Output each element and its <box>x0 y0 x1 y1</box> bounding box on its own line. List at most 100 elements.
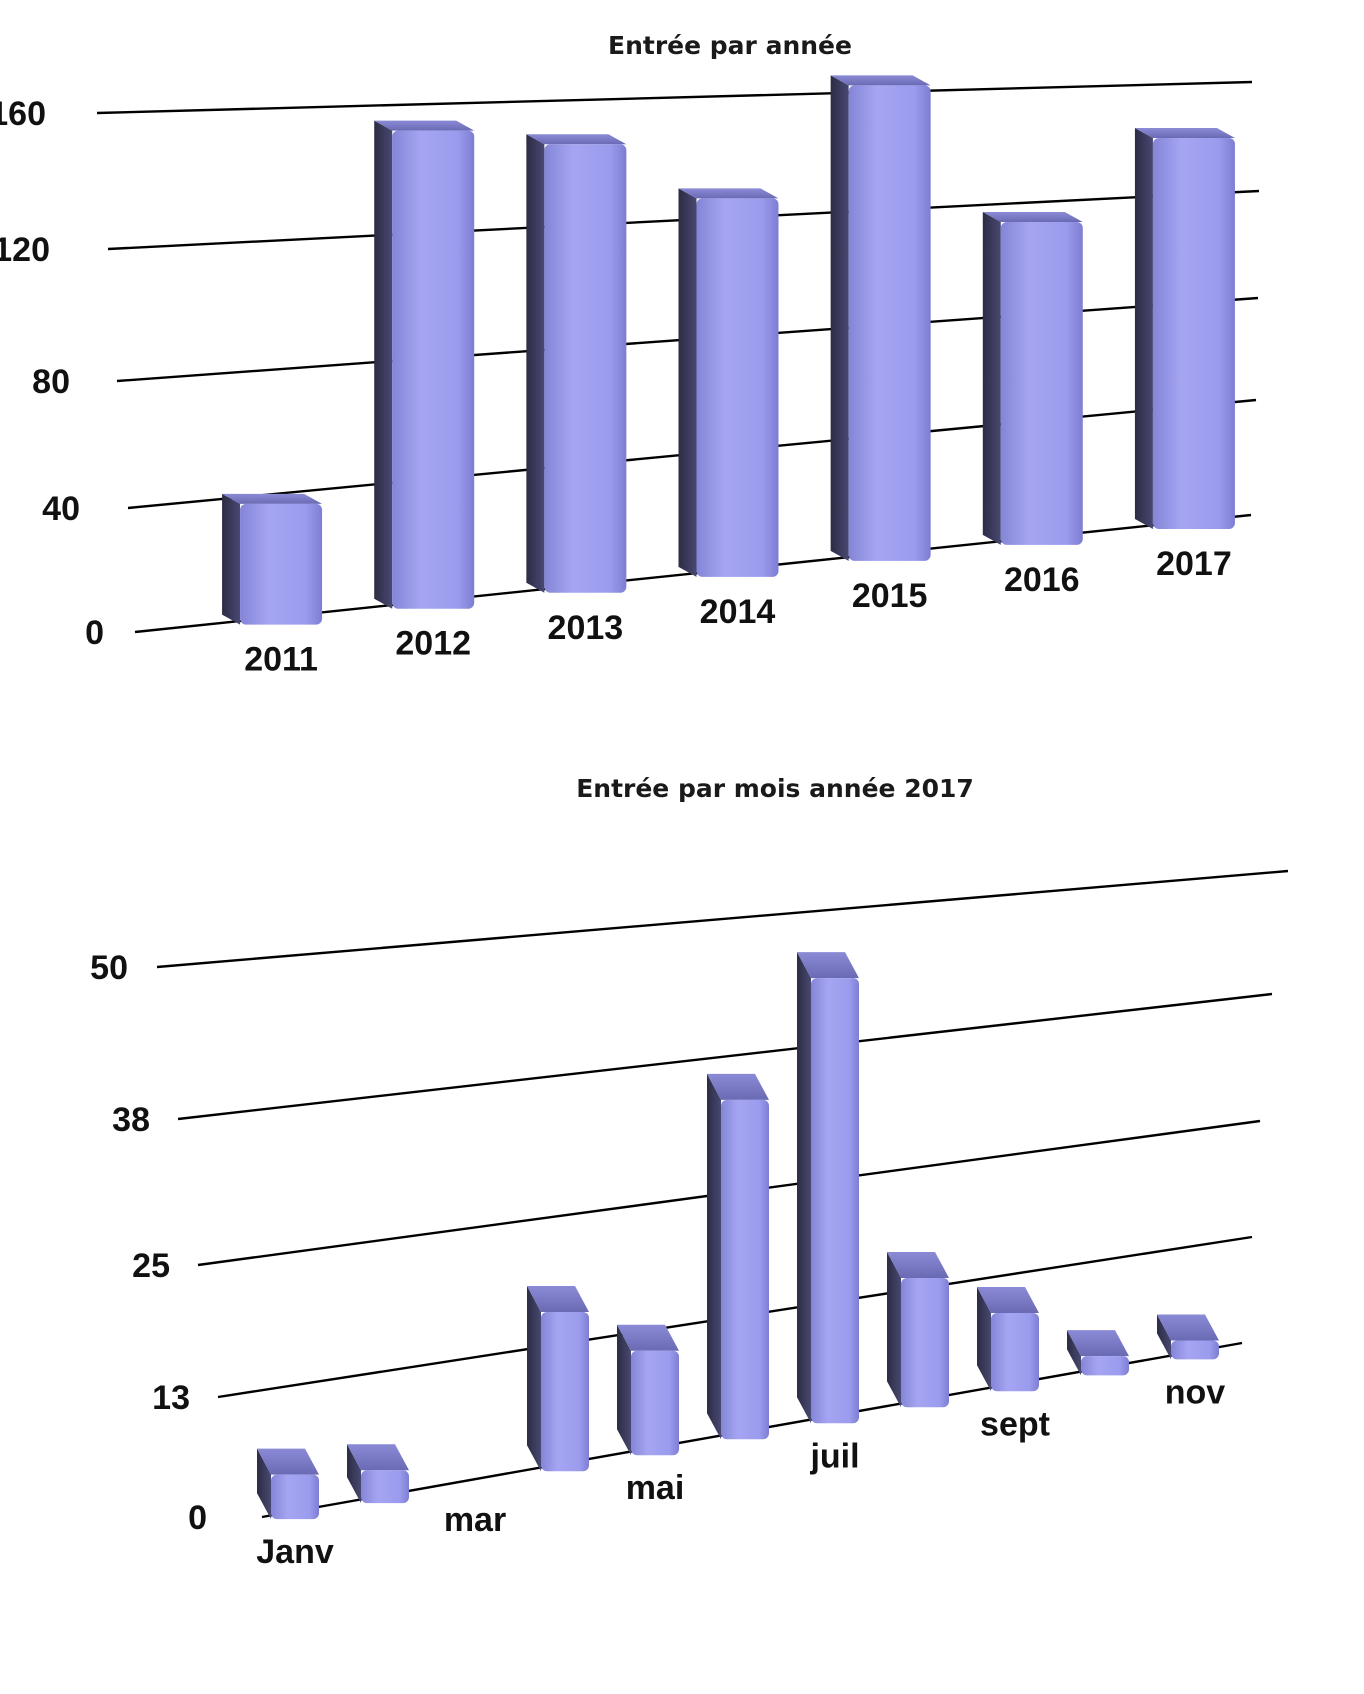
chart-title: Entrée par année <box>608 31 852 60</box>
gridline <box>156 869 1289 969</box>
bar-top <box>1134 128 1235 139</box>
bar-side <box>527 1285 541 1472</box>
bar <box>222 493 323 625</box>
y-tick-label: 0 <box>188 1499 207 1537</box>
bar-front <box>541 1311 589 1472</box>
bars <box>257 952 1219 1520</box>
y-tick-label: 25 <box>132 1247 170 1285</box>
chart-title: Entrée par mois année 2017 <box>576 774 974 803</box>
bar-front <box>1000 222 1083 545</box>
bar-top <box>222 493 323 504</box>
x-category-label: 2011 <box>244 641 318 679</box>
bar-front <box>271 1474 319 1520</box>
bar-top <box>526 134 627 145</box>
bar-top <box>887 1251 949 1278</box>
bar-side <box>526 134 545 593</box>
bar-front <box>631 1350 679 1456</box>
bar-side <box>222 493 241 625</box>
bar-side <box>1157 1314 1171 1360</box>
bar-side <box>887 1251 901 1408</box>
bar-side <box>977 1287 991 1392</box>
y-axis-ticks: 0 40 80 120 160 <box>0 95 104 652</box>
y-tick-label: 80 <box>32 363 70 401</box>
bar-front <box>1171 1340 1219 1360</box>
x-category-label: 2012 <box>395 625 471 663</box>
bar <box>887 1251 949 1408</box>
x-category-label: mai <box>626 1469 685 1507</box>
bar <box>797 952 859 1424</box>
bar-side <box>678 188 697 577</box>
bar-front <box>544 144 627 593</box>
bar-top <box>257 1448 319 1475</box>
y-tick-label: 50 <box>90 949 128 987</box>
bar-top <box>374 120 475 131</box>
x-category-label: 2014 <box>700 593 776 631</box>
bar-front <box>848 85 931 561</box>
y-tick-label: 160 <box>0 95 46 133</box>
bar-front <box>901 1277 949 1408</box>
bar-top <box>1157 1314 1219 1341</box>
chart-yearly: Entrée par année 0 40 80 120 160 2011 2012 2013… <box>0 31 1260 679</box>
bar-side <box>374 120 393 609</box>
bar-side <box>982 212 1001 545</box>
x-category-label: nov <box>1165 1373 1226 1411</box>
bar-top <box>797 952 859 979</box>
x-category-label: Janv <box>256 1533 334 1571</box>
y-tick-label: 40 <box>42 490 80 528</box>
bar-top <box>347 1444 409 1471</box>
chart-monthly: Entrée par mois année 2017 0 13 25 38 50 Janv… <box>90 774 1289 1571</box>
x-category-label: mar <box>444 1501 506 1539</box>
bar-front <box>991 1313 1039 1392</box>
bar-top <box>527 1285 589 1312</box>
bar-side <box>1134 128 1153 529</box>
category-labels: 2011 2012 2013 2014 2015 2016 2017 <box>244 545 1232 679</box>
y-tick-label: 38 <box>112 1101 150 1139</box>
bar-front <box>721 1099 769 1440</box>
bar <box>982 212 1083 545</box>
y-tick-label: 0 <box>85 614 104 652</box>
gridline <box>177 992 1273 1121</box>
bar <box>257 1448 319 1520</box>
bar <box>707 1073 769 1440</box>
y-tick-label: 13 <box>152 1379 190 1417</box>
bar-top <box>617 1324 679 1351</box>
bar-front <box>696 198 779 577</box>
bar <box>526 134 627 593</box>
bar <box>374 120 475 609</box>
bar <box>678 188 779 577</box>
category-labels: Janv mar mai juil sept nov <box>256 1373 1225 1571</box>
bar-front <box>392 130 475 609</box>
bar-side <box>347 1444 361 1504</box>
bar <box>527 1285 589 1472</box>
bar-top <box>982 212 1083 223</box>
y-tick-label: 120 <box>0 231 50 269</box>
bar-top <box>977 1287 1039 1314</box>
bar-top <box>1067 1330 1129 1357</box>
bar <box>347 1444 409 1504</box>
bar-side <box>257 1448 271 1520</box>
bar <box>1067 1330 1129 1376</box>
bar-front <box>240 503 323 625</box>
bars <box>222 75 1235 625</box>
x-category-label: 2013 <box>548 609 624 647</box>
bar-front <box>1081 1356 1129 1376</box>
bar <box>1157 1314 1219 1360</box>
x-category-label: juil <box>809 1437 859 1475</box>
bar-front <box>361 1470 409 1504</box>
bar <box>830 75 931 561</box>
x-category-label: 2015 <box>852 577 928 615</box>
bar-front <box>811 978 859 1424</box>
x-category-label: 2016 <box>1004 561 1080 599</box>
x-category-label: sept <box>980 1405 1050 1443</box>
x-category-label: 2017 <box>1156 545 1232 583</box>
bar-top <box>678 188 779 199</box>
bar-front <box>1152 138 1235 529</box>
bar <box>617 1324 679 1456</box>
bar <box>1134 128 1235 529</box>
gridline <box>96 80 1253 115</box>
bar-side <box>1067 1330 1081 1376</box>
bar-top <box>707 1073 769 1100</box>
bar-side <box>617 1324 631 1456</box>
